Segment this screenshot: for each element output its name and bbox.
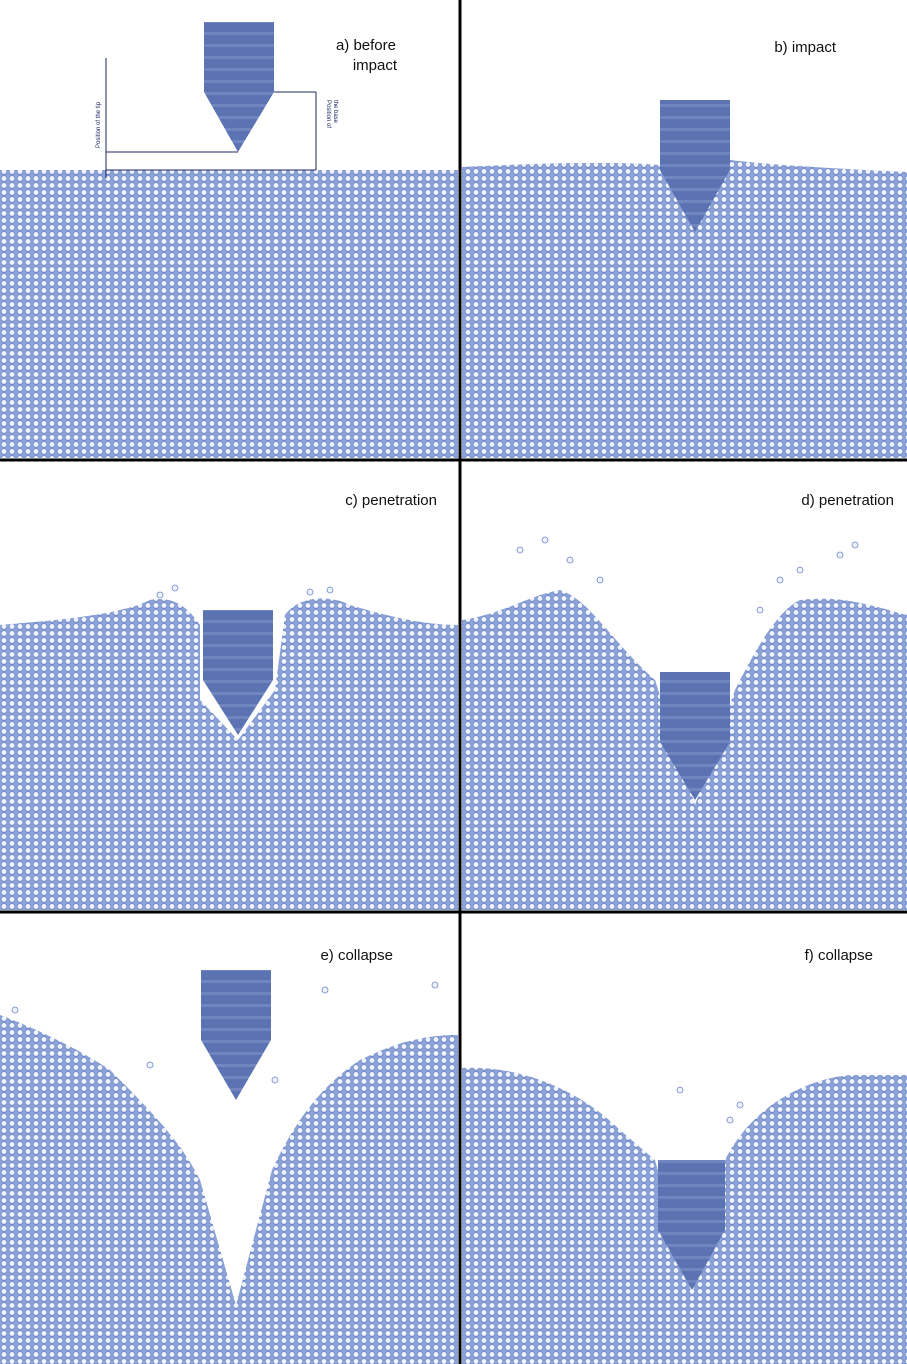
annotation: Position of the tip [96,101,102,148]
annotation: the base [332,100,338,124]
granular-bed [0,170,458,458]
panel-label: c) penetration [345,492,437,509]
panel-label: e) collapse [320,947,393,964]
panel-label: f) collapse [805,947,873,964]
panel-label: impact [353,57,398,74]
panel-label: d) penetration [801,492,894,509]
panel-label: a) before [336,37,396,54]
figure: Position of the tip Position of the base… [0,0,907,1364]
annotation: Position of [325,100,331,128]
panel-label: b) impact [774,39,837,56]
